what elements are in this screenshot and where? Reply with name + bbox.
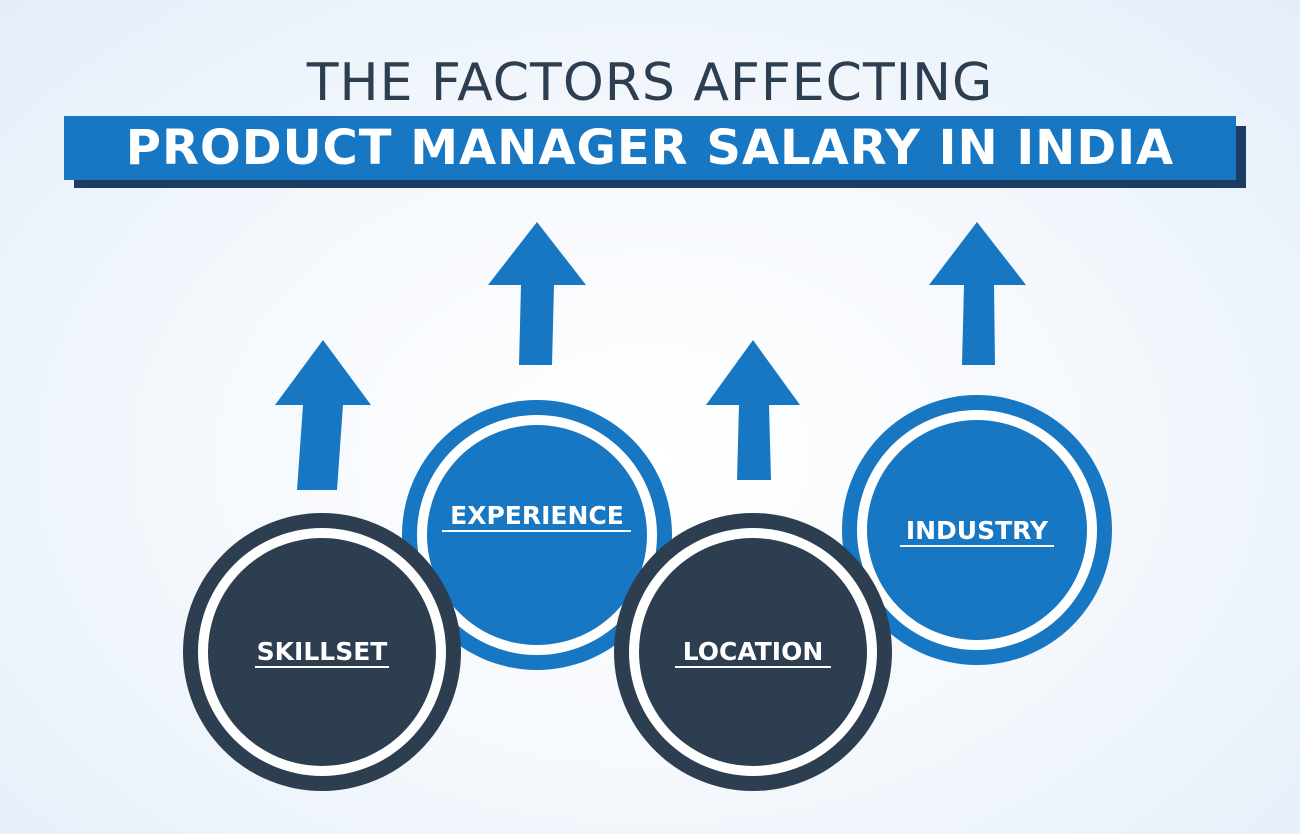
location-disc: [639, 538, 867, 766]
experience-arrow: [488, 222, 586, 365]
experience-node: EXPERIENCE: [402, 400, 672, 670]
title-line-1: THE FACTORS AFFECTING: [306, 53, 994, 113]
location-arrow: [706, 340, 800, 480]
skillset-node: SKILLSET: [183, 513, 461, 791]
industry-node: INDUSTRY: [842, 395, 1112, 665]
location-label: LOCATION: [683, 637, 824, 666]
experience-disc: [427, 425, 647, 645]
title-line-2: PRODUCT MANAGER SALARY IN INDIA: [125, 120, 1175, 176]
skillset-label: SKILLSET: [257, 637, 388, 666]
industry-disc: [867, 420, 1087, 640]
skillset-disc: [208, 538, 436, 766]
skillset-arrow: [275, 340, 371, 490]
experience-label: EXPERIENCE: [450, 501, 624, 530]
industry-arrow: [929, 222, 1026, 365]
industry-label: INDUSTRY: [906, 516, 1049, 545]
title-banner: PRODUCT MANAGER SALARY IN INDIA: [64, 116, 1236, 180]
location-node: LOCATION: [614, 513, 892, 791]
